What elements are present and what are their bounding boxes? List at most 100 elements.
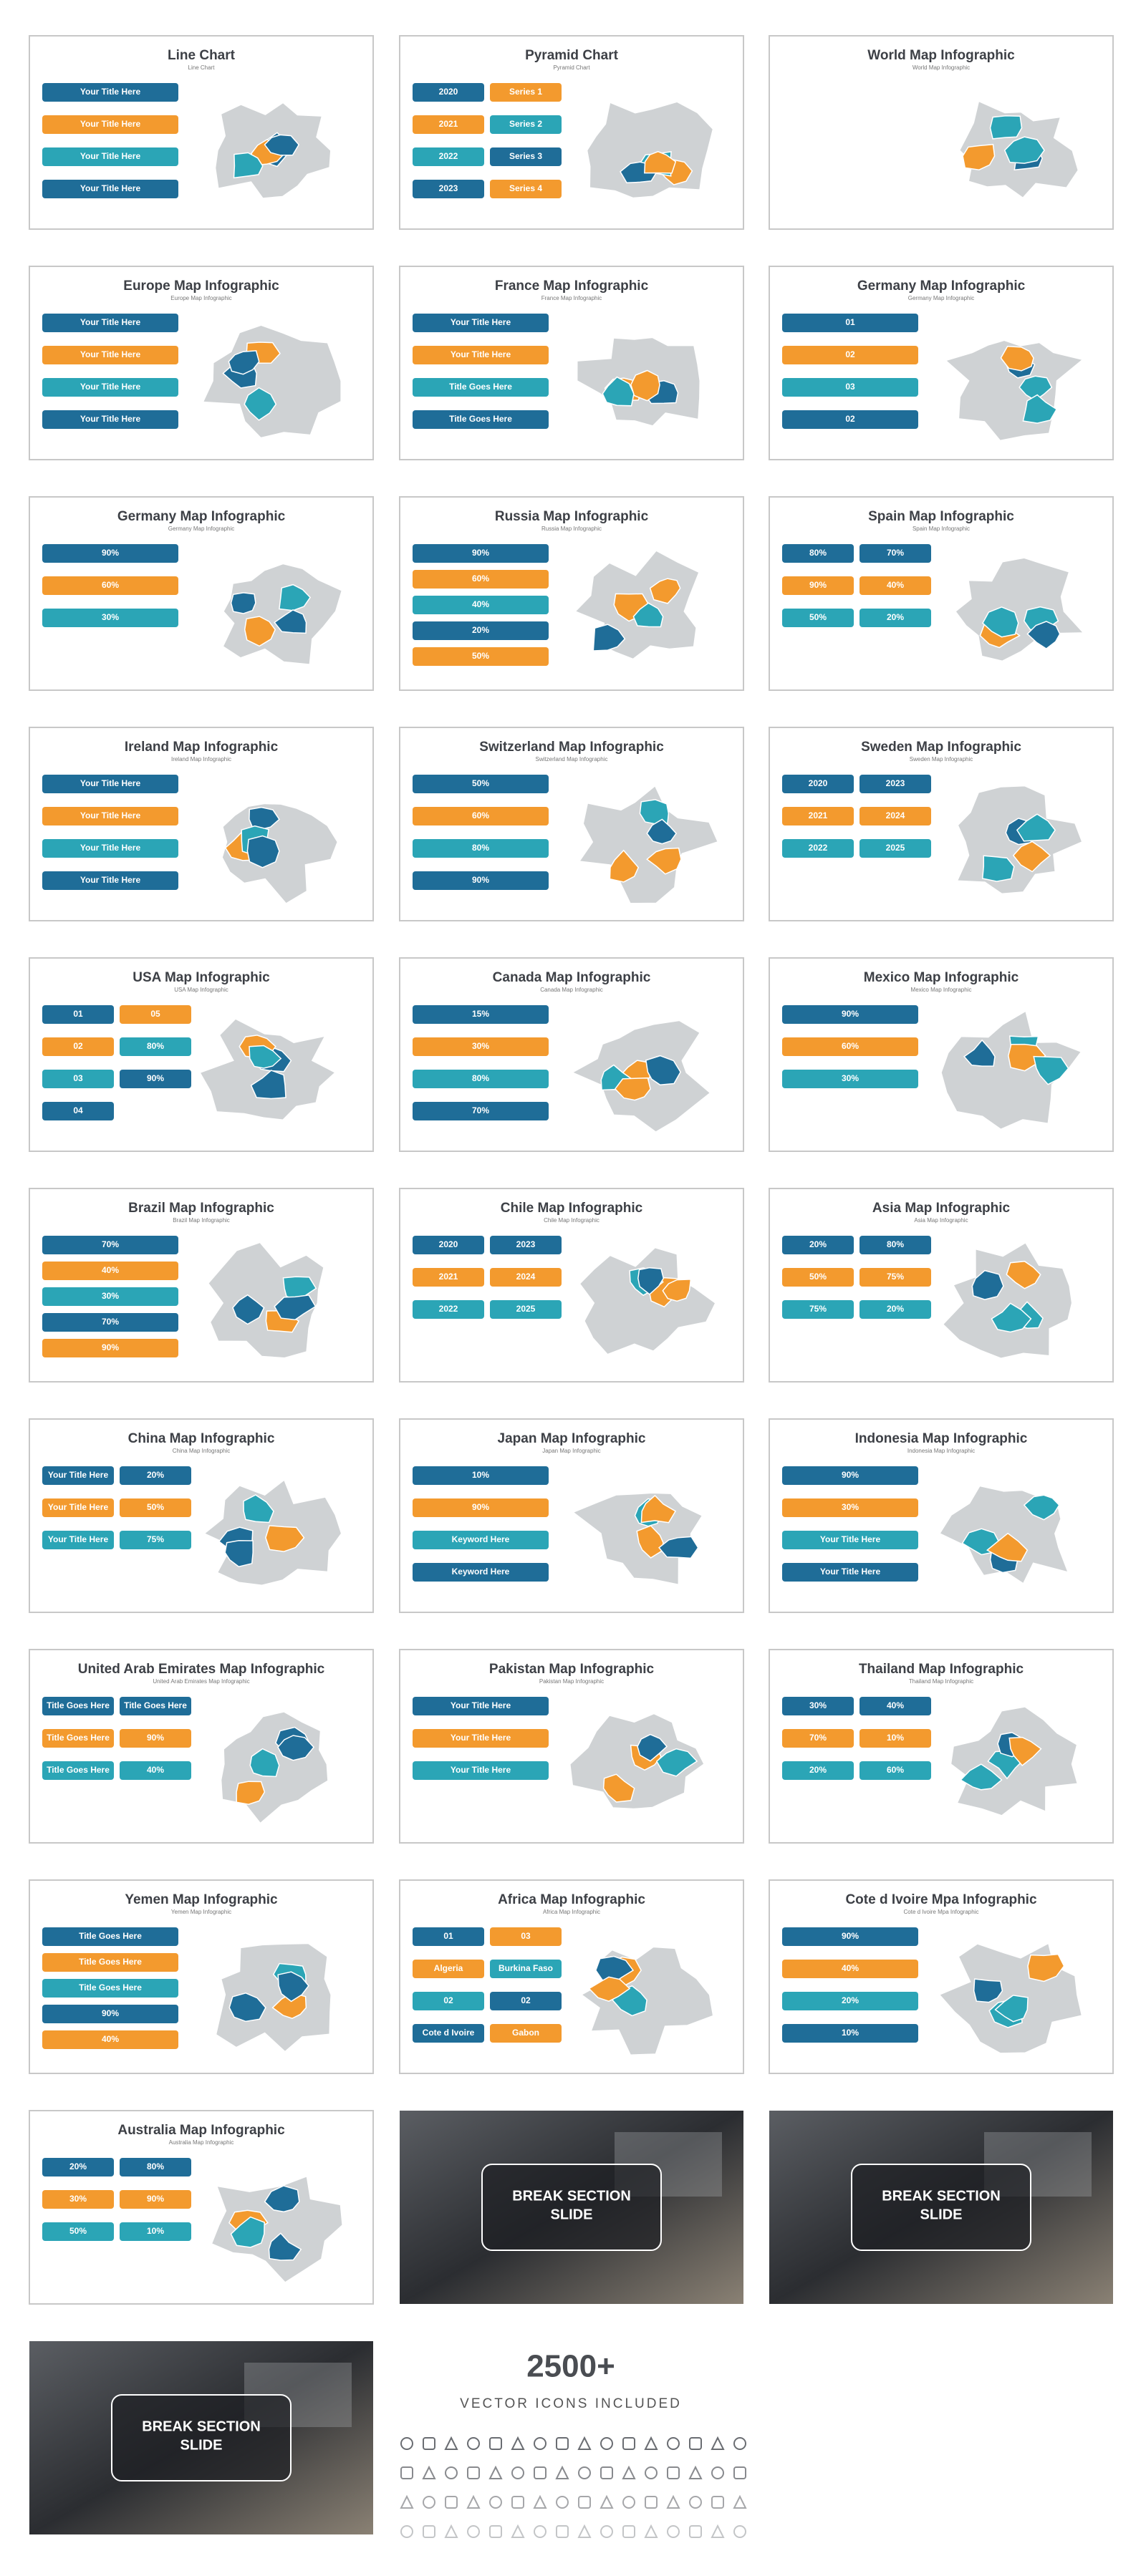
slide-subtitle: Asia Map Infographic: [914, 1217, 968, 1224]
slide-title: Sweden Map Infographic: [861, 740, 1021, 755]
label-badge: [413, 1268, 484, 1287]
label-badge: [490, 147, 562, 166]
break-title: BREAK SECTION: [512, 2188, 631, 2204]
label-badge: [413, 647, 549, 666]
label-badge: [860, 807, 931, 825]
label-badge: [490, 1300, 562, 1319]
icon: [711, 2524, 725, 2538]
label-badge: [42, 115, 178, 134]
map-region: [982, 606, 1019, 638]
label-badge: [120, 1729, 191, 1748]
slide-title: China Map Infographic: [128, 1431, 275, 1446]
label-text: 90%: [147, 1733, 164, 1743]
label-badge: [413, 1005, 549, 1024]
label-badge: [490, 83, 562, 102]
slide-title: Brazil Map Infographic: [128, 1201, 274, 1216]
label-badge: [782, 1300, 854, 1319]
label-badge: [413, 314, 549, 332]
label-badge: [413, 1761, 549, 1780]
map-region: [244, 616, 276, 647]
label-text: 60%: [102, 580, 119, 590]
label-text: 80%: [809, 548, 827, 558]
map-region: [658, 1536, 699, 1559]
label-text: Title Goes Here: [47, 1700, 110, 1710]
icon: [667, 2437, 680, 2450]
icon: [644, 2436, 658, 2450]
label-badge: [413, 1466, 549, 1485]
icon: [622, 2525, 635, 2538]
label-badge: [42, 1953, 178, 1972]
label-badge: [782, 1697, 854, 1715]
map-region: [655, 1748, 698, 1777]
slide-subtitle: Indonesia Map Infographic: [907, 1448, 975, 1454]
map-region: [1008, 1736, 1042, 1767]
slide-subtitle: Thailand Map Infographic: [909, 1678, 973, 1685]
slide-title: Thailand Map Infographic: [859, 1662, 1024, 1677]
label-badge: [42, 544, 178, 563]
label-badge: [860, 609, 931, 627]
icon: [578, 2466, 591, 2479]
label-text: 2023: [516, 1239, 536, 1249]
label-text: 20%: [809, 1765, 827, 1775]
map-region: [274, 609, 307, 634]
label-text: 10%: [887, 1733, 904, 1743]
label-text: 90%: [842, 1009, 859, 1019]
map-region: [602, 1773, 635, 1803]
slide-title: Asia Map Infographic: [872, 1201, 1011, 1216]
label-badge: [42, 871, 178, 890]
icon: [689, 2496, 702, 2509]
label-badge: [782, 1729, 854, 1748]
icon: [444, 2436, 458, 2450]
map-region: [588, 1976, 631, 2003]
icon: [600, 2466, 613, 2479]
slide-subtitle: Japan Map Infographic: [542, 1448, 600, 1454]
map-region: [244, 387, 277, 421]
label-badge: [413, 1070, 549, 1088]
icon: [422, 2465, 436, 2479]
icon: [445, 2466, 458, 2479]
slide-subtitle: Spain Map Infographic: [913, 526, 970, 532]
slide-subtitle: Pakistan Map Infographic: [539, 1678, 604, 1685]
break-title: SLIDE: [551, 2207, 593, 2222]
label-badge: [120, 1498, 191, 1517]
label-text: 2023: [439, 183, 458, 193]
icon: [733, 2525, 746, 2538]
slide-subtitle: Brazil Map Infographic: [173, 1217, 230, 1224]
label-text: Your Title Here: [80, 151, 141, 161]
map-region: [274, 1294, 317, 1321]
label-badge: [782, 1563, 918, 1582]
label-badge: [782, 609, 854, 627]
label-text: Your Title Here: [451, 317, 511, 327]
map-region: [265, 1525, 305, 1552]
label-text: 03: [845, 382, 855, 392]
label-text: 90%: [147, 1073, 164, 1083]
slide-thumbnail: Cote d Ivoire Mpa Infographic Cote d Ivoi…: [769, 1879, 1114, 2074]
label-text: Your Title Here: [48, 1534, 109, 1544]
label-badge: [42, 839, 178, 858]
label-text: 90%: [472, 1502, 489, 1512]
icon: [733, 2466, 746, 2479]
label-text: Your Title Here: [48, 1470, 109, 1480]
icon: [577, 2436, 592, 2450]
label-text: 20%: [472, 625, 489, 635]
map-region: [232, 1294, 265, 1325]
label-text: 70%: [472, 1105, 489, 1115]
label-text: 02: [73, 1041, 83, 1051]
label-text: Title Goes Here: [449, 382, 512, 392]
label-text: Algeria: [434, 1963, 463, 1973]
label-text: Your Title Here: [80, 87, 141, 97]
map-region: [1016, 813, 1056, 842]
icon: [622, 2465, 636, 2479]
label-badge: [42, 1927, 178, 1946]
break-box: [851, 2164, 1031, 2251]
label-badge: [413, 1531, 549, 1549]
label-text: 2022: [439, 151, 458, 161]
icon: [556, 2525, 569, 2538]
map-region: [1023, 1494, 1060, 1521]
map-region: [649, 578, 681, 604]
label-badge: [413, 807, 549, 825]
